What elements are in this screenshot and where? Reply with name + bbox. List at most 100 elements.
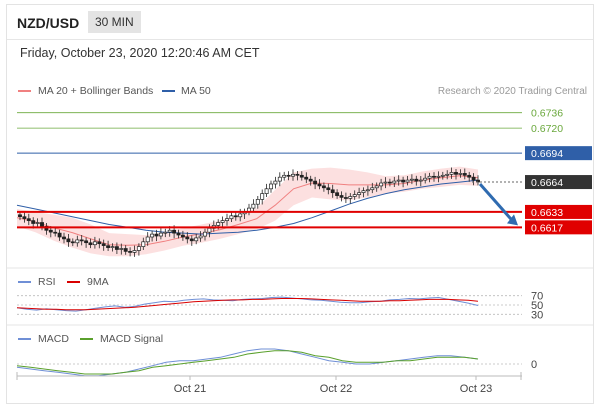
level-label-current: 0.6664 [531, 177, 563, 189]
candle-body [92, 241, 97, 246]
candle-body [229, 215, 234, 220]
candle-body [22, 216, 27, 219]
candle-body [150, 233, 155, 238]
timeframe-badge[interactable]: 30 MIN [88, 11, 141, 33]
candle-body [295, 173, 300, 176]
candle-body [343, 197, 348, 199]
macd-tick-label: 0 [531, 359, 537, 371]
projection-arrow-line [478, 183, 515, 223]
candle-body [405, 179, 410, 183]
candle-body [132, 250, 137, 253]
candle-body [414, 178, 419, 182]
rsi-tick-label: 30 [531, 309, 543, 321]
candle-body [141, 241, 146, 247]
rsi-9ma-line [16, 298, 479, 311]
candle-body [321, 185, 326, 189]
copyright-text: Research © 2020 Trading Central [438, 86, 587, 97]
level-label-support: 0.6617 [531, 222, 563, 234]
candle-body [172, 229, 177, 234]
candle-body [264, 188, 269, 194]
x-tick-label: Oct 22 [320, 383, 352, 395]
candle-body [26, 218, 31, 221]
rsi-tick-label: 50 [531, 300, 543, 312]
candle-body [445, 173, 450, 176]
candle-body [471, 176, 476, 181]
candle-body [194, 237, 199, 242]
candle-body [35, 222, 40, 224]
candle-body [207, 227, 212, 233]
chart-datetime: Friday, October 23, 2020 12:20:46 AM CET [20, 46, 260, 60]
candle-body [361, 190, 366, 193]
candle-body [110, 246, 115, 248]
symbol-title: NZD/USD [17, 15, 80, 31]
candle-body [70, 241, 75, 244]
candle-body [145, 236, 150, 243]
candle-body [352, 194, 357, 197]
ma50-line [16, 179, 479, 235]
legend-label-rsi: RSI [38, 276, 56, 288]
x-tick-label: Oct 23 [460, 383, 492, 395]
macd-line [16, 348, 479, 377]
rsi-tick-label: 70 [531, 291, 543, 303]
candle-body [75, 239, 80, 244]
macd-panel: 0 [16, 348, 537, 377]
candle-body [260, 193, 265, 200]
candle-body [436, 175, 441, 178]
chart-header: NZD/USD 30 MIN [7, 5, 593, 40]
candle-body [88, 242, 93, 246]
candle-body [53, 231, 58, 234]
x-axis: Oct 21 Oct 22 Oct 23 [16, 372, 522, 395]
candle-body [251, 203, 256, 209]
legend-label-ma50: MA 50 [181, 85, 211, 97]
candle-body [304, 176, 309, 180]
level-label-ma50: 0.6694 [531, 148, 563, 160]
candle-body [423, 177, 428, 181]
candle-body [158, 232, 163, 237]
legend-label-9ma: 9MA [87, 276, 109, 288]
candle-body [163, 231, 168, 234]
price-panel: 0.6736 0.6720 0.6694 0.6664 0.6633 0.6617 [16, 108, 592, 257]
ma50-label-box [525, 146, 592, 161]
candle-body [40, 222, 44, 227]
candle-body [57, 232, 62, 238]
candle-body [238, 213, 243, 218]
candle-body [220, 220, 225, 223]
candle-body [317, 183, 322, 187]
candle-body [233, 215, 238, 218]
candle-body [409, 178, 414, 181]
candle-body [119, 248, 124, 250]
candle-body [136, 246, 141, 251]
candle-body [31, 220, 36, 224]
candle-body [185, 236, 190, 240]
candle-body [392, 180, 397, 184]
candle-body [387, 181, 392, 184]
current-price-box [525, 175, 592, 190]
candle-body [48, 229, 53, 233]
candle-body [339, 195, 344, 198]
candle-body [128, 251, 133, 253]
candle-body [84, 240, 89, 244]
candle-body [176, 232, 181, 236]
candle-body [114, 246, 119, 250]
candle-body [427, 175, 432, 179]
candle-body [374, 185, 379, 189]
candle-body [277, 176, 282, 182]
candle-body [330, 189, 335, 194]
candle-body [379, 182, 384, 187]
candle-body [401, 179, 406, 183]
ma20-line [16, 175, 479, 246]
level-label-target: 0.6720 [531, 123, 563, 135]
candle-body [308, 178, 313, 182]
candle-body [18, 214, 22, 218]
candle-body [79, 239, 84, 242]
candle-body [313, 180, 318, 185]
candle-body [299, 174, 304, 178]
candle-body [106, 245, 111, 248]
projection-arrow-head [507, 214, 518, 226]
candle-body [97, 241, 102, 245]
candle-body [255, 199, 260, 205]
candle-body [348, 196, 353, 199]
candle-body [383, 181, 388, 184]
